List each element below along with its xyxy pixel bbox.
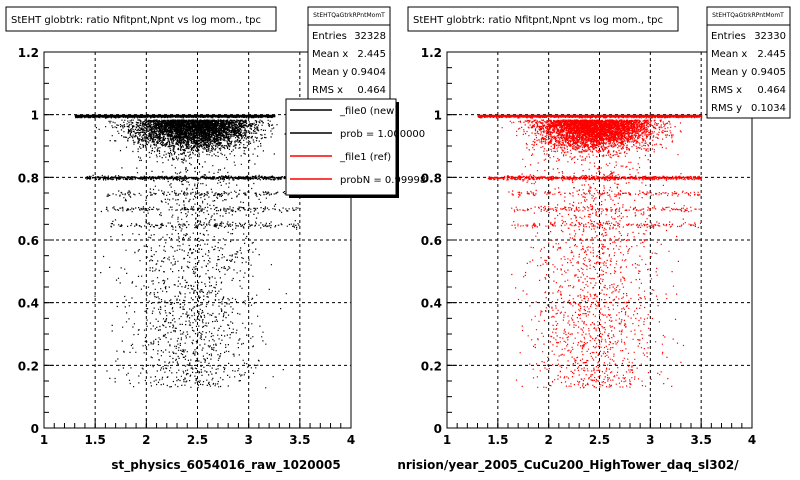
right-title: StEHT globtrk: ratio Nfitpnt,Npnt vs log… [413, 15, 663, 26]
left-ytick-label-2: 0.4 [18, 297, 39, 311]
left-xtick-label-1: 1.5 [85, 433, 106, 447]
right-xtick-label-3: 2.5 [589, 433, 610, 447]
right-panel: 1 1.5 2 2.5 3 3.5 4 0 0.2 0.4 0.6 0.8 1 1.2 StEHT glo… [397, 6, 791, 473]
right-stats-meanx-label: Mean x [711, 49, 747, 60]
right-ytick-label-5: 1 [434, 109, 442, 123]
left-title-box [5, 6, 277, 32]
left-ytick-label-1: 0.2 [18, 359, 39, 373]
right-ytick-label-3: 0.6 [421, 234, 442, 248]
left-ytick-label-4: 0.8 [18, 171, 39, 185]
right-gridlines [447, 52, 752, 428]
right-stats-entries-label: Entries [711, 31, 746, 42]
left-title: StEHT globtrk: ratio Nfitpnt,Npnt vs log… [11, 15, 261, 26]
right-scatter-points [477, 114, 703, 389]
legend-label-probn: probN = 0.99998 [340, 175, 426, 186]
left-stats-meanx-value: 2.445 [357, 49, 386, 60]
right-xtick-label-2: 2 [544, 433, 552, 447]
right-ytick-label-6: 1.2 [421, 46, 442, 60]
left-ytick-label-6: 1.2 [18, 46, 39, 60]
right-stats-meany-value: 0.9405 [751, 67, 786, 78]
right-stats-meanx-value: 2.445 [757, 49, 786, 60]
right-stats-rmsy-value: 0.1034 [751, 103, 786, 114]
left-stats-rmsx-label: RMS x [312, 85, 343, 96]
left-stats-entries-value: 32328 [354, 31, 386, 42]
right-stats-header: StEHTQaGtrkRPntMomT [712, 12, 784, 19]
left-xtick-label-0: 1 [40, 433, 48, 447]
right-stats-rmsy-label: RMS y [711, 103, 742, 114]
left-stats-meany-label: Mean y [312, 67, 348, 78]
left-xtick-label-3: 2.5 [187, 433, 208, 447]
right-ytick-label-4: 0.8 [421, 171, 442, 185]
legend-label-file1: _file1 (ref) [339, 152, 391, 163]
right-ytick-label-0: 0 [434, 422, 442, 436]
right-axis-ticks: 1 1.5 2 2.5 3 3.5 4 0 0.2 0.4 0.6 0.8 1 1.2 [421, 46, 756, 447]
right-stats-rmsx-value: 0.464 [757, 85, 786, 96]
left-ytick-label-3: 0.6 [18, 234, 39, 248]
right-stats-rmsx-label: RMS x [711, 85, 742, 96]
left-x-axis-label: st_physics_6054016_raw_1020005 [111, 458, 340, 473]
left-legend: _file0 (new) prob = 1.000000 _file1 (ref… [285, 98, 426, 198]
left-xtick-label-6: 4 [347, 433, 355, 447]
right-xtick-label-4: 3 [646, 433, 654, 447]
right-xtick-label-5: 3.5 [691, 433, 712, 447]
right-xtick-label-0: 1 [443, 433, 451, 447]
right-x-axis-label: nrision/year_2005_CuCu200_HighTower_daq_… [397, 458, 739, 473]
right-stats-meany-label: Mean y [711, 67, 747, 78]
right-stats-entries-value: 32330 [754, 31, 786, 42]
right-xtick-label-1: 1.5 [487, 433, 508, 447]
right-ytick-label-2: 0.4 [421, 297, 442, 311]
left-ytick-label-5: 1 [31, 109, 39, 123]
left-xtick-label-4: 3 [244, 433, 252, 447]
left-stats-entries-label: Entries [312, 31, 347, 42]
left-stats-box: StEHTQaGtrkRPntMomT Entries 32328 Mean x… [307, 6, 391, 100]
right-xtick-label-6: 4 [748, 433, 756, 447]
left-stats-meanx-label: Mean x [312, 49, 348, 60]
right-title-box [407, 6, 679, 32]
left-xtick-label-5: 3.5 [289, 433, 310, 447]
right-stats-box: StEHTQaGtrkRPntMomT Entries 32330 Mean x… [706, 6, 791, 119]
left-xtick-label-2: 2 [142, 433, 150, 447]
right-ytick-label-1: 0.2 [421, 359, 442, 373]
legend-label-prob: prob = 1.000000 [340, 129, 425, 140]
left-panel: 1 1.5 2 2.5 3 3.5 4 0 0.2 0.4 0.6 0.8 1 1.2 StEHT glo… [5, 6, 427, 473]
left-stats-rmsx-value: 0.464 [357, 85, 386, 96]
left-ytick-label-0: 0 [31, 422, 39, 436]
left-axis-ticks: 1 1.5 2 2.5 3 3.5 4 0 0.2 0.4 0.6 0.8 1 1.2 [18, 46, 355, 447]
left-stats-meany-value: 0.9404 [351, 67, 386, 78]
legend-label-file0: _file0 (new) [339, 106, 398, 117]
right-scatter-series [477, 114, 703, 389]
left-stats-header: StEHTQaGtrkRPntMomT [313, 12, 385, 19]
